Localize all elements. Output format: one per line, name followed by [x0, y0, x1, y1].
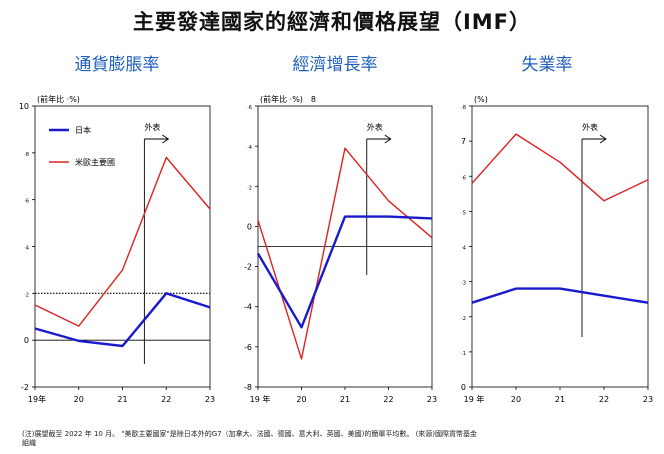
forecast-arrowhead — [384, 134, 392, 144]
x-tick-label: 21 — [555, 395, 565, 404]
x-tick-label: 20 — [74, 395, 84, 404]
chart-title-unemployment: 失業率 — [521, 55, 573, 75]
footnote: (注)展望截至 2022 年 10 月。 "美歐主要國家"是除日本外的G7（加拿… — [22, 430, 478, 447]
unit-label: (前年比 ·%) — [37, 94, 80, 104]
series-line-japan — [34, 292, 211, 348]
x-tick-label: 19 年 — [250, 394, 271, 404]
page-title: 主要發達國家的經濟和價格展望（IMF） — [132, 10, 532, 34]
y-tick-label: 0 — [461, 383, 466, 392]
y-tick-label: -4 — [244, 303, 252, 312]
y-tick-label: -6 — [244, 343, 252, 352]
x-tick-label: 23 — [427, 395, 437, 404]
x-tick-label: 19 年 — [464, 394, 485, 404]
y-tick-label: ·2 — [247, 185, 252, 191]
series-line-g7 — [471, 133, 649, 202]
y-tick-label: 7 — [461, 137, 466, 146]
series-line-g7 — [34, 156, 211, 327]
unit-label: (%) — [474, 95, 488, 104]
chart-title-growth: 經濟增長率 — [292, 55, 378, 75]
y-tick-label: ·4 — [24, 246, 29, 252]
unit-label: (前年比 ·%) 8 — [260, 94, 316, 104]
x-tick-label: 22 — [599, 395, 609, 404]
y-tick-label: ·1 — [461, 351, 466, 357]
y-tick-label: ·5 — [461, 210, 466, 216]
y-tick-label: ·6 — [247, 105, 252, 111]
series-line-japan — [471, 287, 649, 304]
forecast-label: 外表 — [367, 122, 383, 132]
y-tick-label: 10 — [19, 102, 29, 111]
x-tick-label: 23 — [643, 395, 653, 404]
plot-frame — [471, 105, 649, 388]
x-tick-label: 19年 — [28, 394, 46, 404]
x-tick-label: 20 — [296, 395, 306, 404]
x-tick-label: 23 — [205, 395, 215, 404]
y-tick-label: ·2 — [24, 292, 29, 298]
forecast-label: 外表 — [582, 122, 598, 132]
y-tick-label: ·2 — [461, 316, 466, 322]
y-tick-label: -2 — [21, 383, 29, 392]
x-tick-label: 21 — [340, 395, 350, 404]
y-tick-label: 0 — [24, 336, 29, 345]
forecast-arrowhead — [162, 134, 170, 144]
y-tick-label: -8 — [244, 383, 252, 392]
series-line-japan — [256, 215, 433, 329]
y-tick-label: ·3 — [461, 281, 466, 287]
x-tick-label: 22 — [383, 395, 393, 404]
y-tick-label: 0 — [247, 222, 252, 231]
y-tick-label: ·6 — [24, 199, 29, 205]
legend-label-g7: 米歐主要國 — [75, 157, 115, 167]
x-tick-label: 21 — [117, 395, 127, 404]
y-tick-label: ·6 — [461, 175, 466, 181]
legend-label-japan: 日本 — [75, 125, 91, 135]
forecast-label: 外表 — [144, 122, 160, 132]
chart-title-inflation: 通貨膨脹率 — [74, 55, 160, 75]
series-line-g7 — [257, 147, 433, 360]
x-tick-label: 20 — [511, 395, 521, 404]
y-tick-label: ·8 — [461, 105, 466, 111]
y-tick-label: ·4 — [461, 246, 466, 252]
y-tick-label: -2 — [244, 263, 252, 272]
forecast-arrowhead — [599, 134, 607, 144]
y-tick-label: ·8 — [24, 152, 29, 158]
y-tick-label: ·4 — [247, 145, 252, 151]
x-tick-label: 22 — [161, 395, 171, 404]
